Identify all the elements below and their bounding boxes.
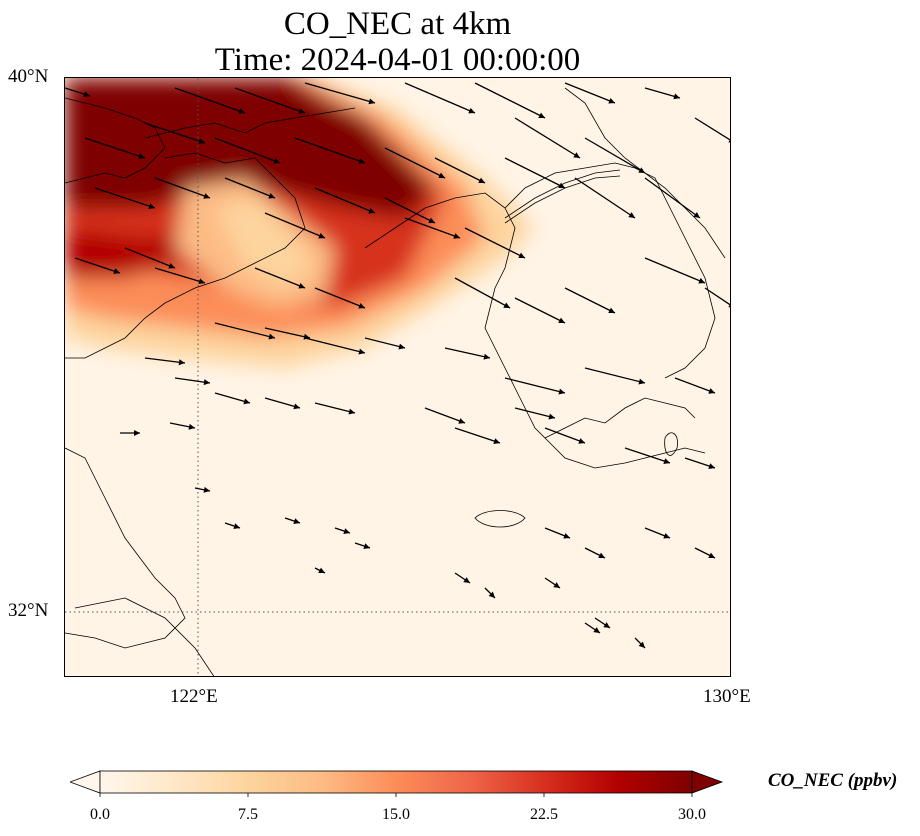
map-title: CO_NEC at 4km xyxy=(283,6,512,42)
colorbar-tick-2: 15.0 xyxy=(382,806,410,823)
colorbar xyxy=(70,770,724,797)
colorbar-tick-3: 22.5 xyxy=(530,806,558,823)
lat-label-40n: 40°N xyxy=(8,66,49,87)
gridlines xyxy=(65,78,730,676)
colorbar-tick-1: 7.5 xyxy=(238,806,258,823)
colorbar-label: CO_NEC (ppbv) xyxy=(768,770,898,791)
colorbar-tick-0: 0.0 xyxy=(90,806,110,823)
co-plume xyxy=(65,78,535,368)
colorbar-extend-max xyxy=(691,770,724,794)
colorbar-gradient xyxy=(99,770,693,794)
map-time: Time: 2024-04-01 00:00:00 xyxy=(214,42,581,78)
colorbar-tick-4: 30.0 xyxy=(678,806,706,823)
map-panel[interactable] xyxy=(64,77,731,677)
map-canvas xyxy=(65,78,730,676)
lon-label-122e: 122°E xyxy=(170,686,218,707)
lon-label-130e: 130°E xyxy=(703,686,751,707)
wind-vectors xyxy=(65,82,730,649)
colorbar-extend-min xyxy=(70,770,101,794)
lat-label-32n: 32°N xyxy=(8,600,49,621)
